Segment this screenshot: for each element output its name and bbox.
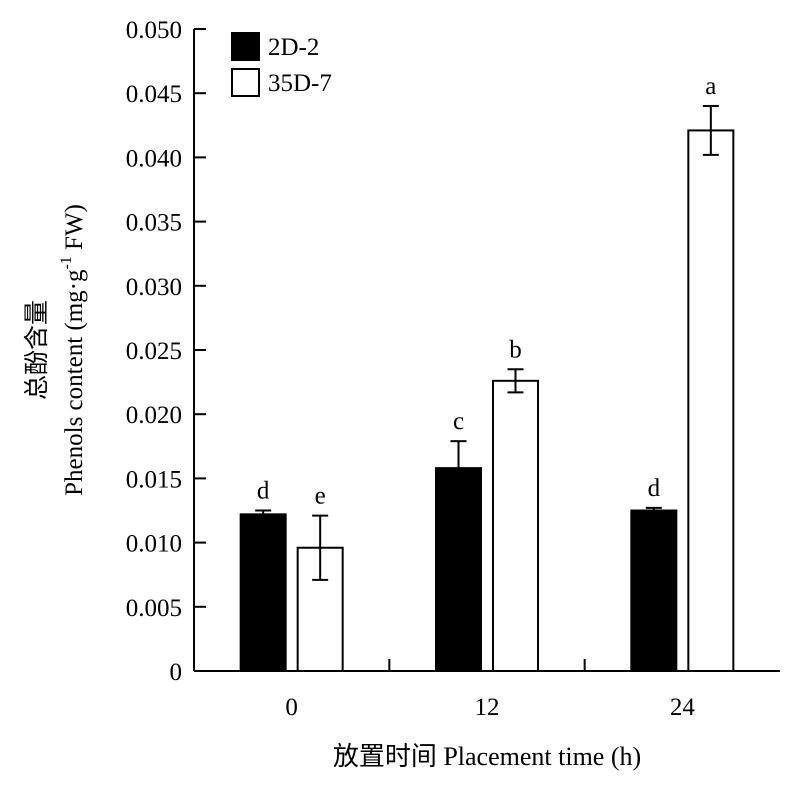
x-tick-label: 12 — [475, 694, 500, 721]
y-tick-label: 0.045 — [126, 81, 182, 108]
y-axis-label-cn: 总酚含量 — [23, 300, 51, 400]
y-tick-label: 0.015 — [126, 466, 182, 493]
significance-letter: d — [257, 478, 270, 505]
legend-swatch — [231, 68, 260, 97]
significance-letter: d — [648, 475, 661, 502]
y-tick-label: 0.030 — [126, 274, 182, 301]
legend: 2D-2 35D-7 — [231, 32, 332, 97]
x-tick-label: 24 — [670, 694, 696, 721]
significance-letters-group: d c d e b a — [257, 73, 716, 510]
y-axis-label: 总酚含量 Phenols content (mg·g-1 FW) — [23, 204, 88, 496]
axes-group — [193, 29, 780, 672]
x-axis-label: 放置时间 Placement time (h) — [333, 742, 641, 771]
significance-letter: b — [509, 336, 522, 363]
y-tick-label: 0 — [170, 659, 183, 686]
y-axis-ticks: 0 0.005 0.010 0.015 0.020 0.025 0.030 0.035 0.04… — [126, 17, 206, 686]
legend-swatch — [231, 32, 260, 61]
error-bars-group — [255, 105, 719, 581]
legend-label: 2D-2 — [268, 34, 319, 61]
y-tick-label: 0.010 — [126, 531, 182, 558]
y-axis-label-en: Phenols content (mg·g-1 FW) — [58, 204, 88, 496]
bars-group — [239, 129, 735, 673]
bar — [492, 379, 539, 672]
x-axis-ticks: 0 12 24 — [285, 659, 695, 721]
y-axis-label-main: Phenols content (mg·g — [61, 269, 88, 496]
significance-letter: e — [315, 483, 326, 510]
y-tick-label: 0.040 — [126, 145, 182, 172]
bar — [239, 513, 287, 672]
significance-letter: a — [705, 73, 716, 100]
bar — [630, 509, 678, 672]
bar — [687, 129, 735, 673]
bar — [435, 467, 482, 672]
x-tick-label: 0 — [285, 694, 298, 721]
significance-letter: c — [453, 408, 464, 435]
y-tick-label: 0.005 — [126, 595, 182, 622]
y-tick-label: 0.035 — [126, 210, 182, 237]
y-tick-label: 0.050 — [126, 17, 182, 44]
y-axis-label-sup: -1 — [58, 256, 75, 269]
y-axis-label-end: FW) — [61, 204, 88, 256]
y-tick-label: 0.025 — [126, 338, 182, 365]
legend-label: 35D-7 — [268, 70, 332, 97]
y-tick-label: 0.020 — [126, 402, 182, 429]
